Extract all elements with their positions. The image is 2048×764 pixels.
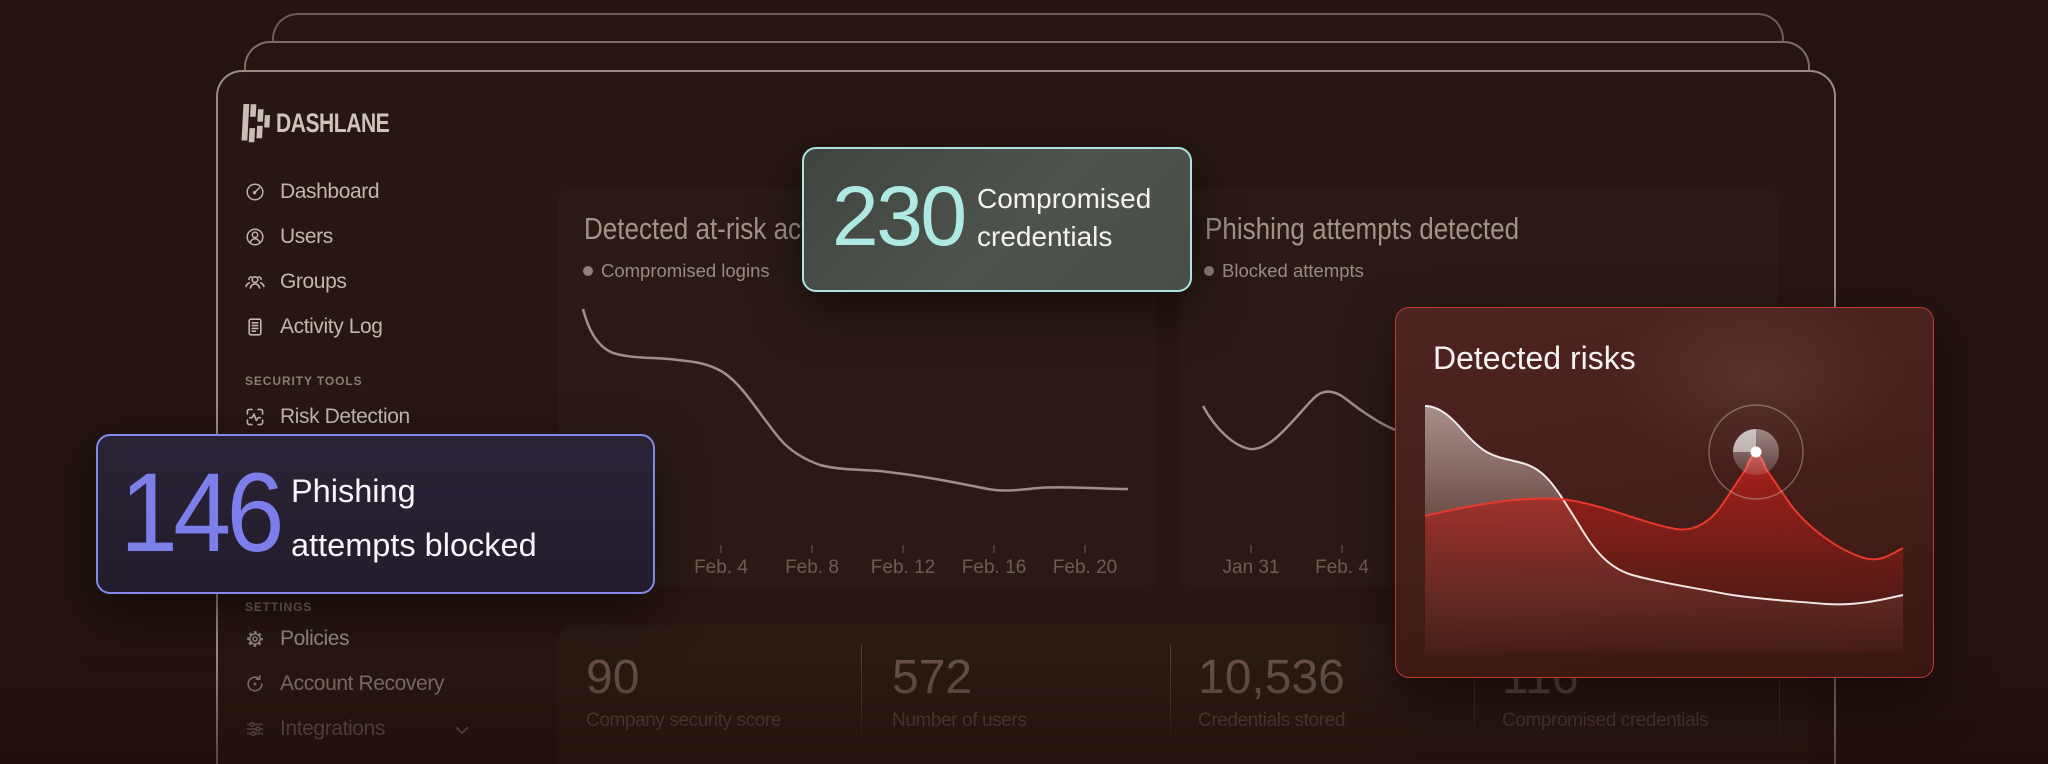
svg-text:Feb. 16: Feb. 16 (962, 557, 1026, 578)
svg-text:Feb. 4: Feb. 4 (694, 557, 748, 578)
svg-text:Feb. 12: Feb. 12 (871, 557, 935, 578)
svg-text:Jan 31: Jan 31 (1222, 557, 1279, 578)
svg-text:Feb. 8: Feb. 8 (785, 557, 839, 578)
svg-text:Feb. 20: Feb. 20 (1053, 557, 1117, 578)
svg-text:Feb. 4: Feb. 4 (1315, 557, 1369, 578)
